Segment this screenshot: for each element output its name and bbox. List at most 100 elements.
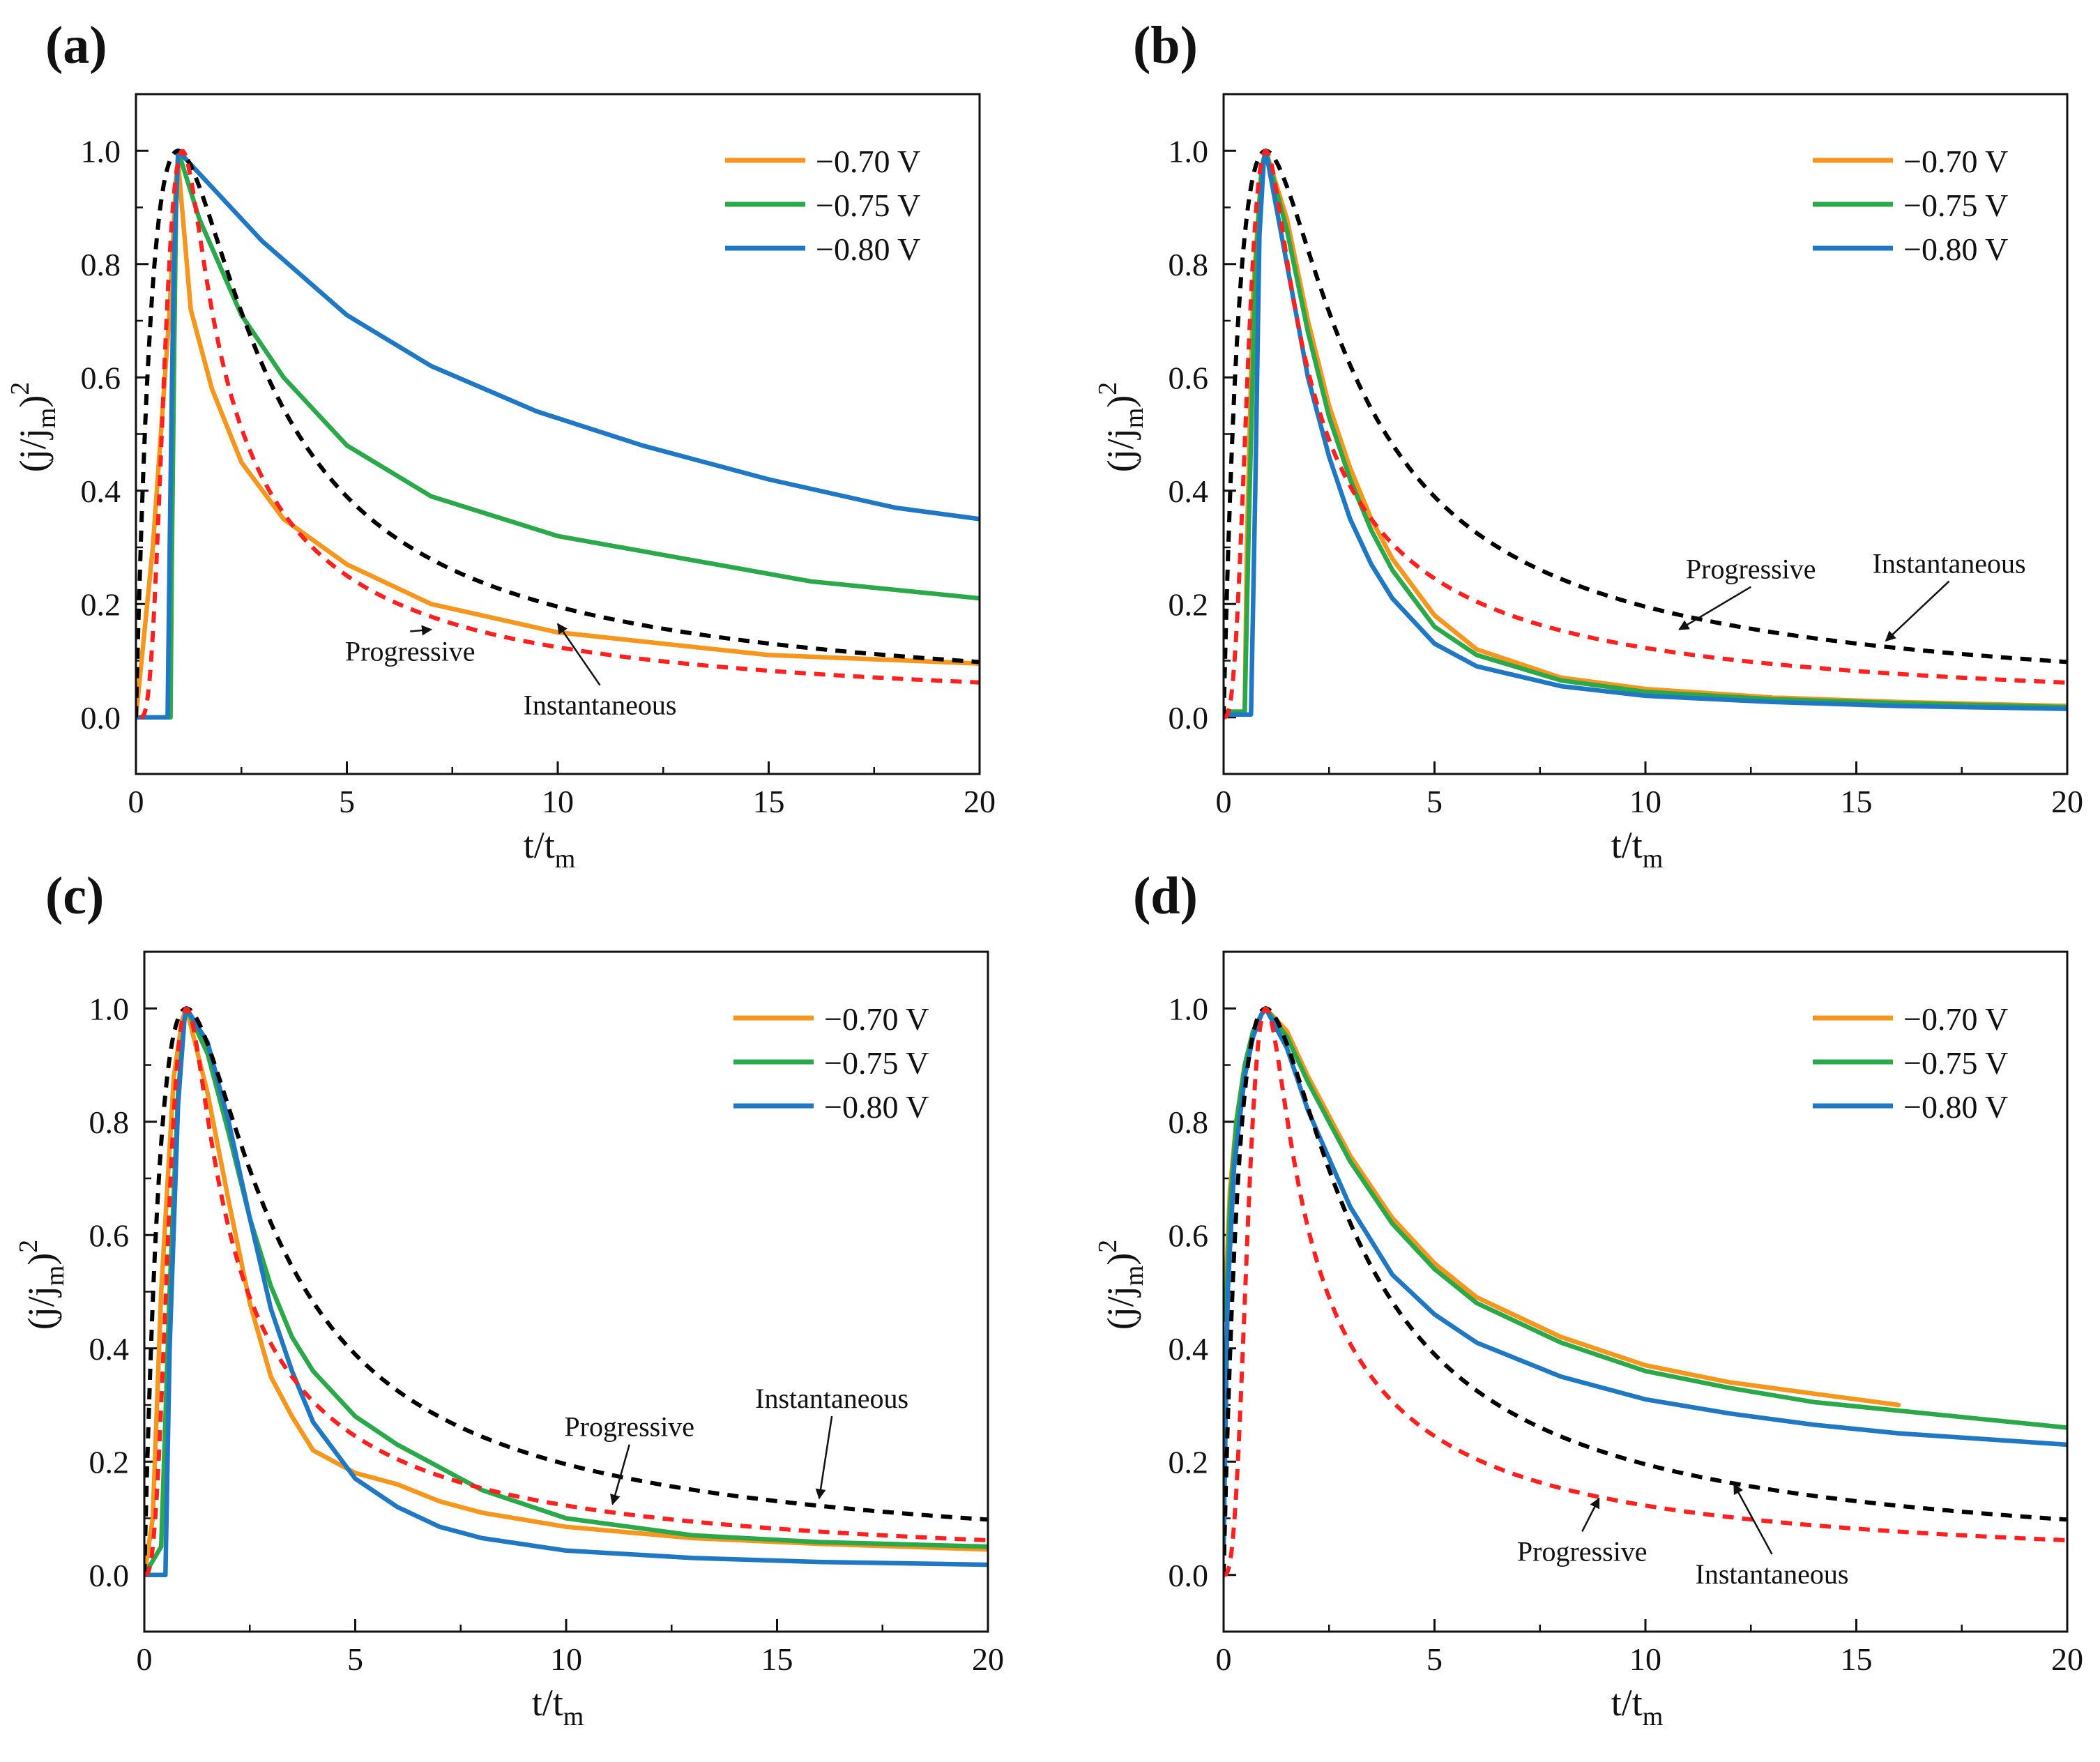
- progressive-model-line: [139, 149, 980, 720]
- x-axis-title-sub: m: [555, 844, 576, 874]
- panel-label: (a): [45, 16, 107, 75]
- legend: −0.70 V −0.75 V −0.80 V: [725, 144, 920, 267]
- y-tick-label: 0.0: [1169, 700, 1209, 736]
- y-axis-title-close: ): [12, 395, 54, 408]
- y-tick-label: 0.8: [89, 1104, 130, 1140]
- series-line-2: [136, 149, 980, 720]
- y-tick-label: 0.2: [1169, 586, 1209, 622]
- y-axis-title-close: ): [1100, 395, 1141, 408]
- x-tick-label: 0: [128, 784, 144, 819]
- x-tick-label: 5: [1426, 1641, 1443, 1677]
- y-tick-label: 1.0: [1169, 133, 1209, 169]
- series-line-0: [1224, 1006, 1901, 1408]
- x-tick-label: 20: [972, 1641, 1004, 1677]
- x-axis-title: t/tm: [524, 824, 576, 874]
- chart-panel-a: (a)0 5 10 15 200.00.20.40.60.81.0t/tm(j/jm)2…: [6, 16, 996, 874]
- x-axis-title: t/tm: [1611, 824, 1664, 874]
- annotation-label: Progressive: [564, 1411, 694, 1443]
- x-axis-title-main: t/t: [1611, 824, 1643, 866]
- plot-frame: [135, 93, 981, 775]
- y-axis-title-main: (j/j: [12, 428, 54, 472]
- y-tick-label: 0.8: [81, 247, 121, 282]
- legend-label: −0.80 V: [816, 231, 920, 267]
- y-axis-title-sup: 2: [6, 382, 35, 395]
- y-tick-label: 0.2: [89, 1444, 130, 1480]
- instantaneous-model-line: [1224, 1006, 2067, 1575]
- legend-label: −0.70 V: [1903, 1001, 2008, 1037]
- x-tick-label: 15: [761, 1641, 793, 1677]
- legend: −0.70 V −0.75 V −0.80 V: [1813, 144, 2008, 267]
- y-axis-title-sub: m: [1120, 1266, 1149, 1286]
- annotation-label: Progressive: [1517, 1535, 1648, 1567]
- x-tick-label: 10: [550, 1641, 582, 1677]
- series-line-0: [136, 160, 980, 720]
- y-axis-title-sup: 2: [1093, 382, 1123, 395]
- x-axis-title-sub: m: [1643, 1702, 1664, 1731]
- series-line-2: [1224, 1006, 2067, 1549]
- legend-label: −0.80 V: [1903, 1089, 2008, 1125]
- y-tick-label: 0.4: [81, 473, 121, 509]
- instantaneous-model-line: [136, 149, 980, 717]
- annotation-label: Instantaneous: [1696, 1558, 1849, 1590]
- chart-panel-d: (d)0 5 10 15 200.00.20.40.60.81.0t/tm(j/jm)2…: [1093, 867, 2083, 1731]
- annotation-arrow: [1581, 1497, 1600, 1533]
- x-axis-title: t/tm: [532, 1682, 584, 1731]
- panel-label: (b): [1133, 16, 1198, 75]
- plot-area: [1224, 149, 2067, 720]
- x-tick-label: 20: [964, 784, 996, 819]
- series-line-2: [1224, 149, 2067, 717]
- plot-frame: [1222, 93, 2069, 775]
- y-axis-title-sup: 2: [1093, 1240, 1123, 1253]
- plot-frame: [143, 950, 989, 1633]
- y-tick-label: 0.0: [1169, 1558, 1209, 1593]
- x-axis-title: t/tm: [1611, 1682, 1664, 1731]
- y-tick-label: 0.6: [81, 360, 121, 395]
- y-tick-label: 1.0: [81, 133, 121, 169]
- x-tick-label: 20: [2051, 1641, 2083, 1677]
- y-tick-label: 0.2: [81, 586, 121, 622]
- instantaneous-model-line: [144, 1006, 988, 1575]
- annotation-arrow: [1733, 1483, 1773, 1555]
- legend-label: −0.75 V: [816, 188, 920, 223]
- x-axis-title-sub: m: [563, 1702, 584, 1731]
- y-axis-title-main: (j/j: [1100, 1286, 1141, 1330]
- panel-label: (c): [45, 867, 104, 925]
- x-tick-label: 10: [1629, 1641, 1661, 1677]
- y-tick-label: 0.4: [89, 1331, 130, 1367]
- legend-label: −0.80 V: [1903, 231, 2008, 267]
- y-tick-label: 0.8: [1169, 1104, 1209, 1140]
- x-tick-label: 5: [347, 1641, 363, 1677]
- annotation-label: Progressive: [345, 636, 475, 667]
- y-tick-label: 0.6: [89, 1217, 130, 1253]
- y-tick-label: 1.0: [89, 991, 130, 1026]
- panel-label: (d): [1133, 867, 1198, 925]
- y-tick-label: 0.8: [1169, 247, 1209, 282]
- y-axis-title-sub: m: [32, 408, 61, 429]
- chart-panel-c: (c)0 5 10 15 200.00.20.40.60.81.0t/tm(j/jm)2…: [14, 867, 1004, 1731]
- x-tick-label: 15: [753, 784, 785, 819]
- y-axis-title-close: ): [1100, 1253, 1141, 1266]
- x-tick-label: 20: [2051, 784, 2083, 819]
- legend: −0.70 V −0.75 V −0.80 V: [1813, 1001, 2008, 1125]
- x-axis-title-main: t/t: [532, 1682, 563, 1724]
- y-tick-label: 0.6: [1169, 1217, 1209, 1253]
- annotation-arrow: [815, 1415, 833, 1500]
- legend: −0.70 V −0.75 V −0.80 V: [733, 1001, 929, 1125]
- x-tick-label: 5: [339, 784, 355, 819]
- y-tick-label: 0.2: [1169, 1444, 1209, 1480]
- y-axis-title-sup: 2: [14, 1240, 43, 1253]
- annotation-label: Instantaneous: [524, 690, 677, 721]
- annotation-arrow: [1678, 586, 1751, 630]
- annotation-arrow: [1885, 580, 1950, 642]
- x-axis-title-main: t/t: [1611, 1682, 1643, 1724]
- annotation-arrow: [556, 623, 601, 686]
- x-tick-label: 10: [542, 784, 574, 819]
- annotation-label: Instantaneous: [755, 1383, 908, 1414]
- y-axis-title-sub: m: [40, 1266, 70, 1286]
- y-axis-title-sub: m: [1120, 408, 1149, 429]
- x-tick-label: 0: [1216, 784, 1232, 819]
- y-axis-title-main: (j/j: [20, 1286, 62, 1330]
- x-tick-label: 0: [137, 1641, 153, 1677]
- y-axis-title: (j/jm)2: [1093, 1240, 1149, 1330]
